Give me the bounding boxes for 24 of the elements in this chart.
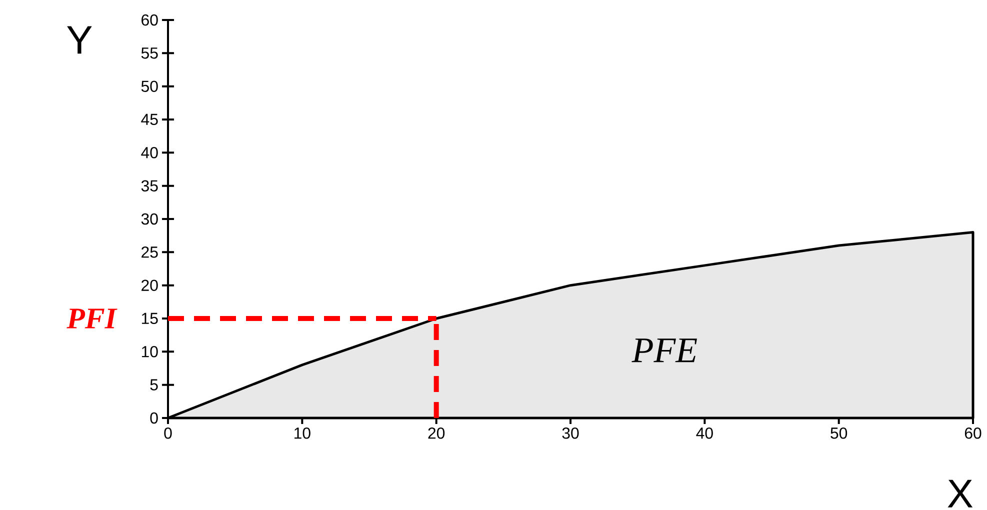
x-tick-label: 30 (562, 428, 579, 439)
y-tick-label: 55 (141, 48, 158, 59)
y-tick-label: 10 (142, 346, 158, 358)
y-tick-label: 45 (141, 114, 158, 126)
x-tick-label: 10 (294, 428, 310, 439)
y-tick-label: 50 (141, 80, 158, 92)
x-tick-label: 60 (964, 428, 982, 439)
y-tick-label: 60 (142, 14, 158, 26)
y-tick-label: 40 (141, 147, 158, 158)
y-tick-label: 20 (142, 280, 158, 291)
y-tick-label: 35 (141, 180, 158, 192)
x-tick-label: 50 (830, 428, 848, 439)
x-axis-title: X (948, 480, 973, 508)
x-tick-label: 40 (696, 428, 713, 439)
y-tick-label: 25 (142, 246, 158, 258)
y-axis-title: Y (67, 26, 92, 54)
x-tick-label: 0 (164, 428, 172, 439)
y-tick-label: 5 (150, 379, 158, 390)
ref-line-label: PFI (66, 308, 118, 328)
y-tick-label: 15 (142, 312, 158, 324)
y-tick-label: 30 (141, 213, 158, 225)
annotation: PFE (632, 338, 697, 362)
x-tick-label: 20 (428, 428, 445, 439)
y-tick-label: 0 (150, 412, 158, 424)
